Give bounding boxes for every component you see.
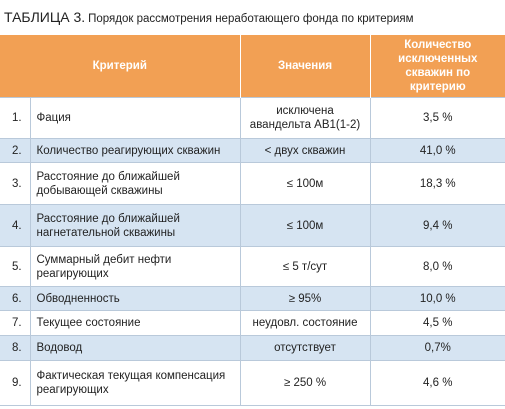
criterion: Расстояние до ближайшей добывающей скваж… — [30, 162, 241, 205]
percent: 9,4 % — [370, 204, 505, 247]
header-row: Критерий Значения Количество исключенных… — [0, 35, 505, 98]
value: неудовл. состояние — [240, 310, 371, 336]
table-row: 7. Текущее состояние неудовл. состояние 4,5… — [0, 310, 505, 336]
column-header: Значения — [240, 35, 371, 98]
table-row: 8. Водовод отсутствует 0,7% — [0, 335, 505, 361]
column-header: Критерий — [0, 35, 241, 98]
value: ≤ 100м — [240, 204, 371, 247]
percent: 10,0 % — [370, 286, 505, 311]
criterion: Фактическая текущая компенсация реагирую… — [30, 360, 241, 406]
value: отсутствует — [240, 335, 371, 361]
column-header: Количество исключенных скважин по критер… — [370, 35, 505, 98]
table-row: 3. Расстояние до ближайшей добывающей скв… — [0, 162, 505, 205]
percent: 4,5 % — [370, 310, 505, 336]
value: < двух скважин — [240, 138, 371, 163]
table-row: 5. Суммарный дебит нефти реагирующих ≤ 5 т… — [0, 246, 505, 287]
percent: 3,5 % — [370, 97, 505, 139]
data-table: Критерий Значения Количество исключенных… — [0, 35, 505, 406]
percent: 8,0 % — [370, 246, 505, 287]
value: исключена авандельта АВ1(1-2) — [240, 97, 371, 139]
criterion: Водовод — [30, 335, 241, 361]
criterion: Текущее состояние — [30, 310, 241, 336]
caption-label: ТАБЛИЦА 3. — [4, 9, 86, 25]
value: ≤ 100м — [240, 162, 371, 205]
percent: 41,0 % — [370, 138, 505, 163]
row-number: 1. — [0, 97, 31, 139]
percent: 4,6 % — [370, 360, 505, 406]
table-row: 1. Фация исключена авандельта АВ1(1-2) 3,5 … — [0, 97, 505, 139]
row-number: 4. — [0, 204, 31, 247]
row-number: 9. — [0, 360, 31, 406]
row-number: 2. — [0, 138, 31, 163]
criterion: Суммарный дебит нефти реагирующих — [30, 246, 241, 287]
row-number: 8. — [0, 335, 31, 361]
row-number: 7. — [0, 310, 31, 336]
row-number: 3. — [0, 162, 31, 205]
criterion: Количество реагирующих скважин — [30, 138, 241, 163]
row-number: 5. — [0, 246, 31, 287]
criterion: Расстояние до ближайшей нагнетательной с… — [30, 204, 241, 247]
value: ≥ 250 % — [240, 360, 371, 406]
value: ≥ 95% — [240, 286, 371, 311]
table-row: 6. Обводненность ≥ 95% 10,0 % — [0, 286, 505, 311]
row-number: 6. — [0, 286, 31, 311]
table-row: 2. Количество реагирующих скважин < двух с… — [0, 138, 505, 163]
percent: 18,3 % — [370, 162, 505, 205]
criterion: Фация — [30, 97, 241, 139]
table-row: 4. Расстояние до ближайшей нагнетательной… — [0, 204, 505, 247]
table-caption: ТАБЛИЦА 3. Порядок рассмотрения неработаю… — [4, 9, 414, 25]
caption-title: Порядок рассмотрения неработающего фонда… — [88, 13, 414, 25]
value: ≤ 5 т/сут — [240, 246, 371, 287]
table-row: 9. Фактическая текущая компенсация реагир… — [0, 360, 505, 406]
criterion: Обводненность — [30, 286, 241, 311]
percent: 0,7% — [370, 335, 505, 361]
